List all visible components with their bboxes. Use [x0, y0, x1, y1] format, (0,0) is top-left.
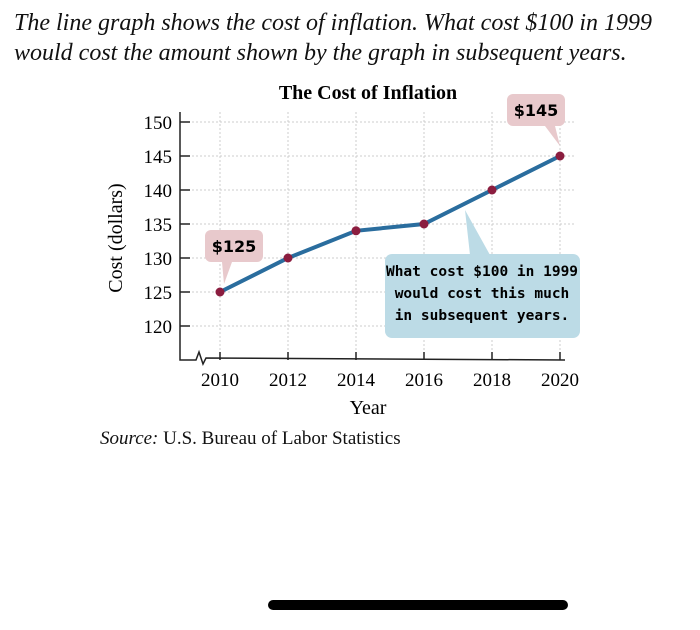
callout-pointer	[465, 210, 490, 255]
data-point	[555, 151, 565, 161]
y-tick-label: 120	[144, 317, 173, 338]
label-pointer	[222, 262, 232, 284]
data-point	[419, 219, 429, 229]
y-tick-label: 150	[144, 113, 173, 134]
axes	[179, 112, 566, 366]
series-line	[219, 154, 561, 294]
source-text: U.S. Bureau of Labor Statistics	[163, 428, 401, 449]
inflation-chart: The Cost of Inflation Cost (dollars) Yea…	[105, 82, 580, 419]
callout-text: What cost $100 in 1999	[386, 264, 578, 280]
intro-line-1: The line graph shows the cost of inflati…	[14, 10, 652, 36]
source-note: Source: U.S. Bureau of Labor Statistics	[100, 428, 401, 450]
intro-line-2: would cost the amount shown by the graph…	[14, 40, 627, 66]
data-point	[283, 253, 293, 263]
x-axis-label: Year	[350, 397, 387, 419]
label-125: $125	[212, 237, 257, 256]
x-tick-label: 2014	[337, 370, 376, 391]
callout-text: in subsequent years.	[395, 308, 570, 324]
data-point	[487, 185, 497, 195]
label-pointer	[545, 126, 560, 146]
intro-text: The line graph shows the cost of inflati…	[14, 8, 694, 68]
x-tick-label: 2018	[473, 370, 511, 391]
y-tick-label: 130	[144, 249, 173, 270]
callout-box	[385, 254, 580, 338]
x-tick-label: 2020	[541, 370, 579, 391]
label-145-box	[507, 94, 565, 126]
data-point	[351, 226, 361, 236]
label-125-box	[205, 230, 263, 262]
y-tick-label: 140	[144, 181, 173, 202]
callout-text: would cost this much	[395, 286, 570, 302]
label-145: $145	[514, 101, 559, 120]
x-tick-label: 2010	[201, 370, 239, 391]
x-tick-label: 2012	[269, 370, 307, 391]
y-tick-label: 135	[144, 215, 173, 236]
home-indicator	[268, 600, 568, 610]
y-tick-label: 145	[144, 147, 173, 168]
data-point	[215, 287, 225, 297]
x-tick-label: 2016	[405, 370, 443, 391]
source-label: Source:	[100, 428, 159, 449]
y-axis-label: Cost (dollars)	[105, 183, 127, 292]
y-tick-label: 125	[144, 283, 173, 304]
chart-title: The Cost of Inflation	[279, 82, 457, 104]
